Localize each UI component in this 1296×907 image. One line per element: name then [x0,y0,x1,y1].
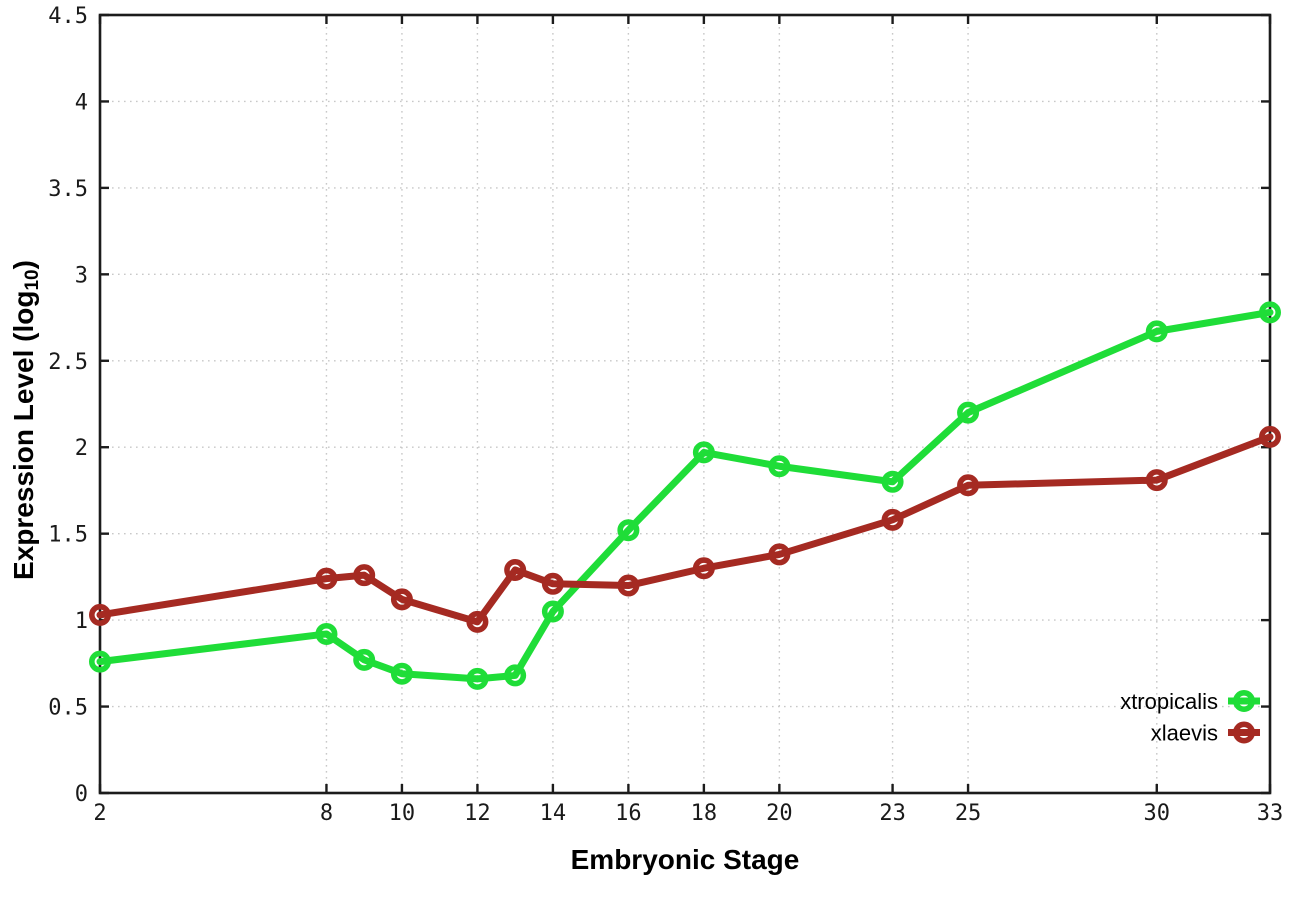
y-tick-label: 0.5 [48,696,88,721]
data-point-xtropicalis [390,662,413,685]
y-tick-label: 2 [75,436,88,461]
data-point-xlaevis [957,474,980,497]
data-point-xlaevis [1145,469,1168,492]
data-point-xlaevis [768,543,791,566]
data-point-xtropicalis [353,648,376,671]
x-tick-label: 16 [615,801,642,826]
data-point-xtropicalis [504,664,527,687]
data-point-xlaevis [89,603,112,626]
data-point-xlaevis [353,564,376,587]
data-point-xlaevis [466,610,489,633]
x-tick-label: 12 [464,801,491,826]
data-point-xlaevis [504,558,527,581]
data-point-xtropicalis [617,519,640,542]
data-point-xlaevis [315,567,338,590]
y-tick-label: 0 [75,782,88,807]
data-point-xtropicalis [541,600,564,623]
x-tick-label: 2 [93,801,106,826]
data-point-xtropicalis [466,667,489,690]
x-axis-title: Embryonic Stage [570,844,800,875]
data-point-xtropicalis [1145,320,1168,343]
x-tick-label: 18 [691,801,718,826]
data-point-xlaevis [541,572,564,595]
legend-marker-xtropicalis [1233,689,1256,712]
data-point-xlaevis [881,508,904,531]
y-tick-label: 4.5 [48,4,88,29]
x-tick-label: 23 [879,801,906,826]
plot-border [98,13,1272,795]
legend-label-xtropicalis: xtropicalis [1120,689,1218,714]
y-tick-label: 2.5 [48,350,88,375]
data-point-xtropicalis [881,470,904,493]
x-tick-label: 25 [955,801,982,826]
y-tick-label: 4 [75,90,88,115]
y-tick-label: 3 [75,263,88,288]
x-tick-label: 30 [1144,801,1171,826]
x-tick-label: 8 [320,801,333,826]
series-line-xlaevis [96,433,1274,626]
data-point-xtropicalis [692,441,715,464]
data-point-xtropicalis [957,401,980,424]
data-point-xlaevis [617,574,640,597]
x-tick-label: 14 [540,801,567,826]
data-point-xtropicalis [1259,301,1282,324]
x-tick-label: 33 [1257,801,1284,826]
data-point-xtropicalis [89,650,112,673]
legend-label-xlaevis: xlaevis [1151,721,1218,746]
x-tick-label: 20 [766,801,793,826]
y-tick-label: 1 [75,609,88,634]
y-tick-label: 3.5 [48,177,88,202]
data-point-xlaevis [390,588,413,611]
data-point-xlaevis [692,557,715,580]
data-point-xtropicalis [768,455,791,478]
series-line-xtropicalis [96,308,1274,683]
y-tick-label: 1.5 [48,523,88,548]
data-point-xlaevis [1259,425,1282,448]
legend-marker-xlaevis [1233,721,1256,744]
data-point-xtropicalis [315,622,338,645]
x-tick-label: 10 [389,801,416,826]
